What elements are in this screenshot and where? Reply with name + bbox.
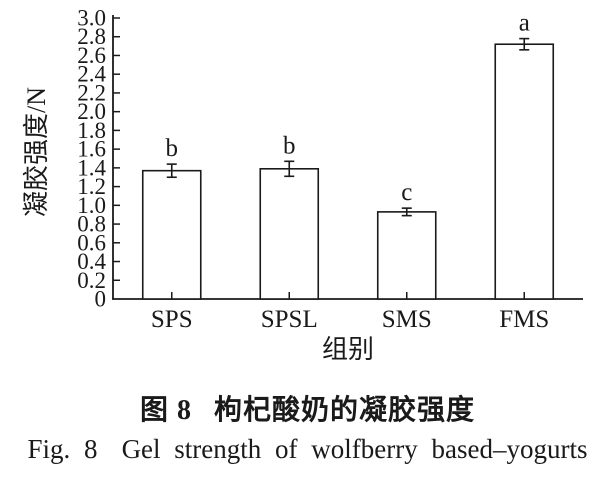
gel-strength-bar-chart: 00.20.40.60.81.01.21.41.61.82.02.22.42.6… [22,6,583,364]
y-tick-label: 2.6 [77,43,106,68]
x-axis-title: 组别 [322,335,374,364]
bar-FMS [494,43,555,300]
y-tick-label: 2.0 [77,99,106,124]
y-tick-label: 1.8 [77,118,106,143]
sig-letter-FMS: a [519,10,530,37]
y-tick-label: 3.0 [77,6,106,31]
y-tick-label: 0.8 [77,212,106,237]
bar-SPSL [259,168,320,300]
y-tick-label: 0.2 [77,268,106,293]
x-tick-label-SPS: SPS [151,306,193,333]
y-tick-label: 0.4 [77,249,106,274]
caption-english: Fig. 8 Gel strength of wolfberry based–yo… [0,434,615,465]
bar-SPS [141,169,202,300]
sig-letter-SPSL: b [283,132,296,159]
sig-letter-SMS: c [401,179,412,206]
y-tick-label: 0 [95,287,107,312]
y-tick-label: 1.2 [77,174,106,199]
sig-letter-SPS: b [166,135,179,162]
x-tick-label-SMS: SMS [382,306,432,333]
caption-chinese: 图 8 枸杞酸奶的凝胶强度 [0,388,615,428]
y-tick-label: 1.6 [77,137,106,162]
y-tick-label: 2.2 [77,80,106,105]
x-tick-label-SPSL: SPSL [261,306,318,333]
figure-number-zh: 图 8 [139,395,192,426]
figure-title-en: Gel strength of wolfberry based–yogurts [121,434,588,464]
figure-title-zh: 枸杞酸奶的凝胶强度 [214,395,476,426]
figure-number-en: Fig. 8 [27,434,98,464]
chart-area: 0 0.2 0.4 0.6 0.8 1.0 1.2 1.4 1.6 1.8 2.0 2.2 2.4 2.6… [22,6,583,364]
bar-SMS [376,211,437,300]
x-tick-label-FMS: FMS [499,306,549,333]
y-tick-label: 2.8 [77,24,106,49]
y-tick-label: 1.0 [77,193,106,218]
y-tick-label: 2.4 [77,62,106,87]
y-tick-label: 1.4 [77,155,106,180]
y-tick-label: 0.6 [77,230,106,255]
y-axis-title: 凝胶强度/N [22,87,51,217]
